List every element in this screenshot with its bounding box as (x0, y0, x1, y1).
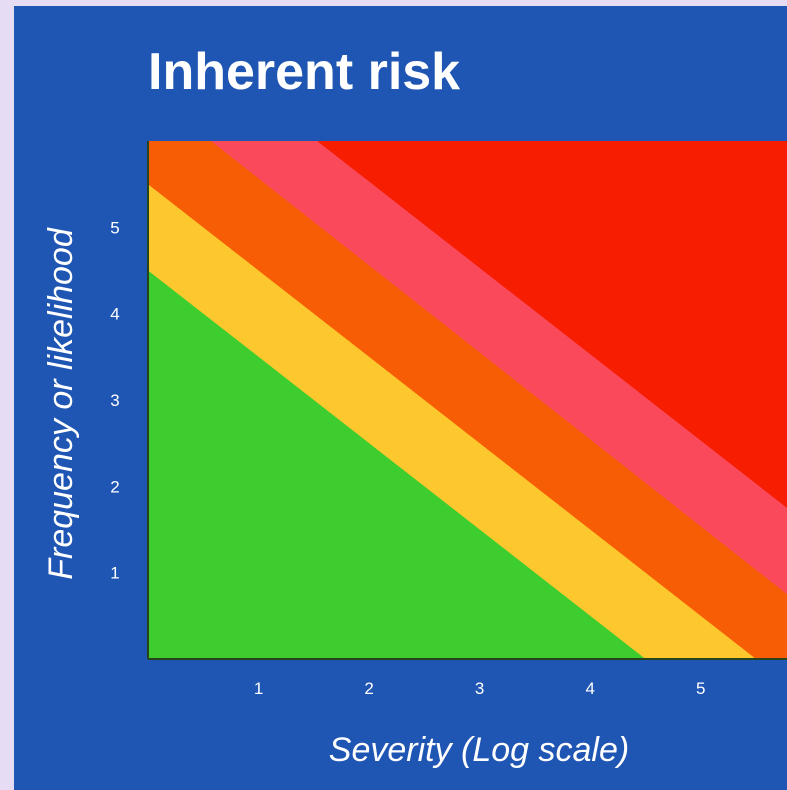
y-tick-label: 4 (110, 305, 119, 324)
x-tick-label: 4 (585, 679, 594, 698)
y-tick-label: 2 (110, 477, 119, 496)
x-tick-label: 5 (696, 679, 705, 698)
x-tick-label: 2 (364, 679, 373, 698)
axes (147, 141, 787, 660)
x-tick-labels: 1 2 3 4 5 (254, 679, 706, 698)
y-tick-labels: 1 2 3 4 5 (110, 218, 119, 582)
x-axis-label: Severity (Log scale) (329, 731, 629, 769)
y-tick-label: 5 (110, 218, 119, 237)
y-tick-label: 3 (110, 391, 119, 410)
y-axis-label: Frequency or likelihood (42, 227, 80, 580)
risk-chart: 1 2 3 4 5 1 2 3 4 5 Severity (Log scale) Frequen… (42, 141, 787, 769)
slide-background: Inherent risk 1 2 3 4 5 1 2 3 4 5 Severity (Log … (14, 6, 787, 790)
risk-zone-1 (148, 270, 646, 659)
risk-zones (148, 141, 787, 659)
x-tick-label: 1 (254, 679, 263, 698)
chart-title: Inherent risk (148, 43, 461, 101)
y-tick-label: 1 (110, 564, 119, 583)
x-tick-label: 3 (475, 679, 484, 698)
